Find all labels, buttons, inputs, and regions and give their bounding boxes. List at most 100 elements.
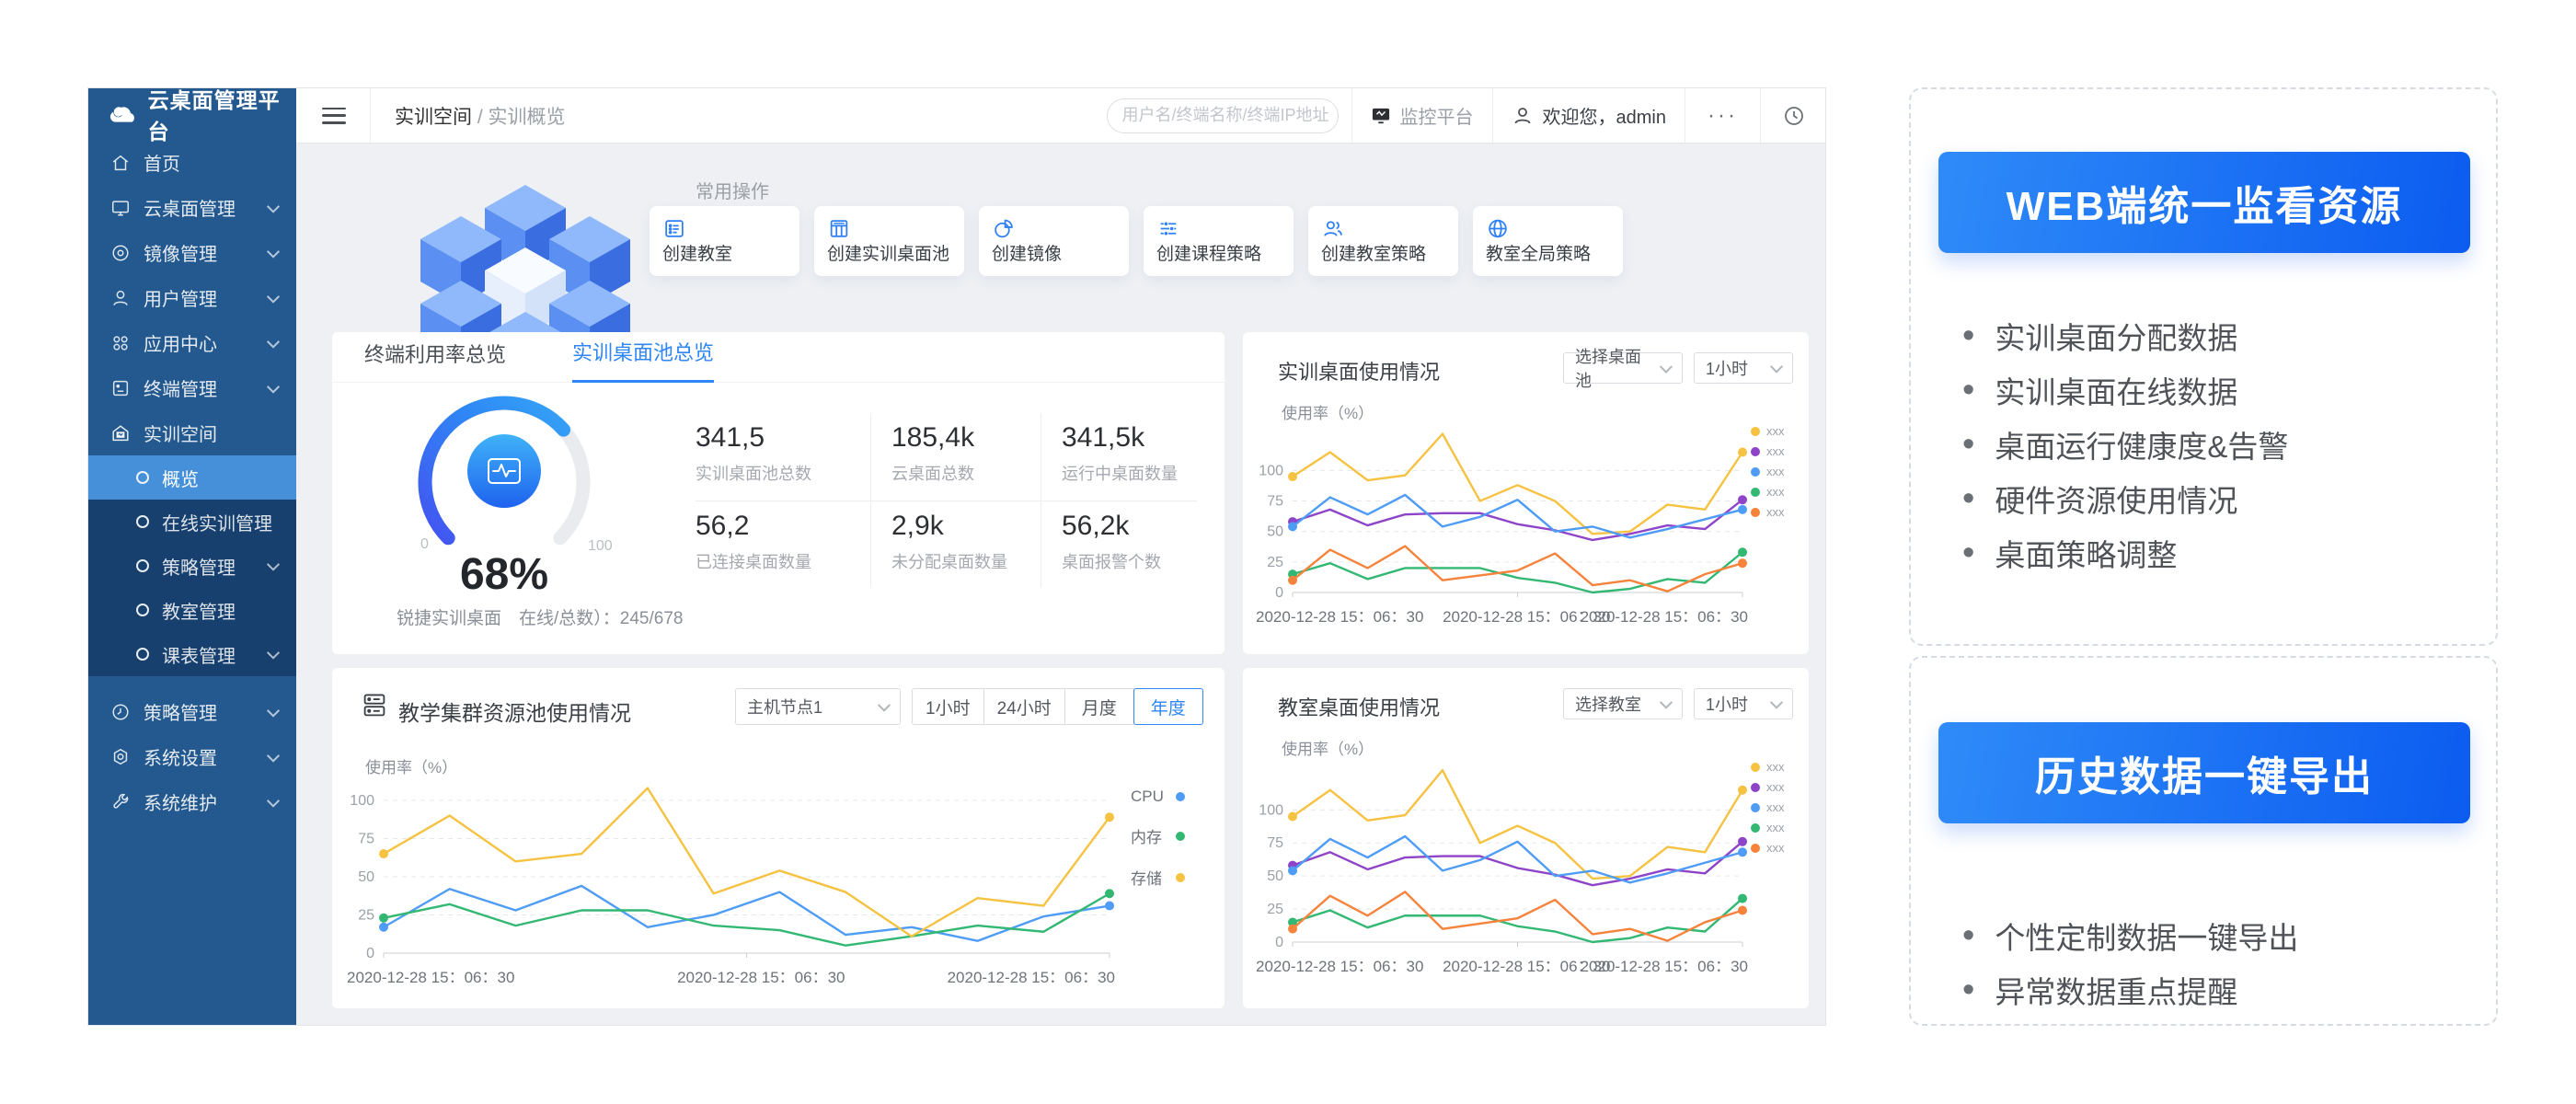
feature-bullet: 个性定制数据一键导出 [1962, 908, 2468, 962]
history-button[interactable] [1761, 105, 1825, 127]
disc-icon [112, 244, 129, 261]
sidebar-item-label: 终端管理 [144, 380, 217, 400]
quick-actions-title: 常用操作 [696, 182, 769, 202]
classroom-icon [665, 220, 684, 237]
legend-item[interactable]: xxx [1751, 821, 1785, 834]
sidebar-item-image-mgmt[interactable]: 镜像管理 [88, 230, 296, 275]
legend-item[interactable]: xxx [1751, 485, 1785, 499]
range-button-month[interactable]: 月度 [1064, 688, 1134, 725]
search-input[interactable] [1120, 105, 1338, 126]
stat-value: 185,4k [891, 422, 975, 453]
sidebar-item-cloud-desktop[interactable]: 云桌面管理 [88, 185, 296, 230]
pool-select[interactable]: 选择桌面池 [1563, 348, 1683, 390]
legend-label: xxx [1766, 800, 1785, 814]
legend-item[interactable]: xxx [1751, 444, 1785, 458]
legend-item[interactable]: xxx [1751, 465, 1785, 478]
svg-text:50: 50 [1267, 868, 1283, 884]
sidebar-item-system-settings[interactable]: 系统设置 [88, 734, 296, 779]
tab-training-pool-overview[interactable]: 实训桌面池总览 [572, 337, 715, 383]
quick-action-create-image[interactable]: 创建镜像 [979, 206, 1129, 276]
legend-item[interactable]: xxx [1751, 780, 1785, 794]
quick-action-global-classroom-policy[interactable]: 教室全局策略 [1473, 206, 1623, 276]
legend-label: xxx [1766, 821, 1785, 834]
legend-item[interactable]: 存储 [1131, 866, 1185, 889]
sidebar-item-training-space[interactable]: 实训空间 [88, 410, 296, 455]
submenu-item-timetable-mgmt[interactable]: 课表管理 [88, 632, 296, 676]
gauge-min-label: 0 [420, 536, 429, 552]
stat-cloud-desktop-total: 185,4k 云桌面总数 [870, 413, 1041, 500]
submenu-item-online-training[interactable]: 在线实训管理 [88, 500, 296, 544]
more-menu-icon[interactable]: ··· [1708, 102, 1738, 128]
sidebar-item-system-maintenance[interactable]: 系统维护 [88, 779, 296, 824]
sidebar-item-label: 策略管理 [144, 704, 217, 724]
bullet-marker [136, 471, 149, 484]
submenu-item-classroom-mgmt[interactable]: 教室管理 [88, 588, 296, 632]
stat-unassigned-desktops: 2,9k 未分配桌面数量 [870, 500, 1041, 588]
tab-terminal-utilization[interactable]: 终端利用率总览 [364, 343, 507, 366]
feature-bullet: 实训桌面分配数据 [1962, 308, 2468, 362]
legend-item[interactable]: xxx [1751, 760, 1785, 774]
svg-text:2020-12-28 15：06：30: 2020-12-28 15：06：30 [347, 969, 514, 986]
logo-text: 云桌面管理平台 [147, 88, 281, 144]
select-value: 1小时 [1706, 696, 1749, 714]
breadcrumb-parent[interactable]: 实训空间 [395, 106, 472, 128]
submenu-item-policy-mgmt[interactable]: 策略管理 [88, 544, 296, 588]
sidebar-item-terminal-mgmt[interactable]: 终端管理 [88, 365, 296, 410]
stats-grid: 341,5 实训桌面池总数 185,4k 云桌面总数 341,5k 运行中桌面数… [696, 413, 1197, 588]
bullet-text: 硬件资源使用情况 [1995, 483, 2238, 518]
host-node-select[interactable]: 主机节点1 [735, 688, 901, 725]
sidebar-item-home[interactable]: 首页 [88, 140, 296, 185]
image-icon [995, 219, 1013, 238]
classroom-desktop-usage-panel: 教室桌面使用情况 选择教室 1小时 使用率（%） 0 25 50 75 100 2020-… [1243, 668, 1809, 1008]
svg-text:25: 25 [1267, 555, 1283, 570]
legend-item[interactable]: CPU [1131, 788, 1185, 806]
svg-text:2020-12-28 15：06：30: 2020-12-28 15：06：30 [1581, 608, 1748, 626]
quick-action-create-classroom-policy[interactable]: 创建教室策略 [1308, 206, 1458, 276]
submenu-item-label: 在线实训管理 [162, 513, 272, 535]
panel-title: 教室桌面使用情况 [1278, 696, 1441, 719]
legend-dot [1751, 802, 1760, 812]
feature-bullet: 实训桌面在线数据 [1962, 362, 2468, 417]
legend-item[interactable]: xxx [1751, 505, 1785, 519]
monitor-screen-icon [1372, 108, 1389, 123]
legend-item[interactable]: xxx [1751, 800, 1785, 814]
time-range-select[interactable]: 1小时 [1694, 688, 1793, 719]
chevron-down-icon [266, 794, 281, 808]
legend-item[interactable]: 内存 [1131, 824, 1185, 847]
sidebar-item-label: 系统设置 [144, 749, 217, 769]
range-button-year[interactable]: 年度 [1133, 688, 1203, 725]
svg-text:50: 50 [358, 869, 374, 885]
stat-value: 341,5k [1062, 422, 1145, 453]
legend-item[interactable]: xxx [1751, 424, 1785, 438]
legend-label: xxx [1766, 485, 1785, 499]
sidebar-item-app-center[interactable]: 应用中心 [88, 320, 296, 365]
quick-action-create-desktop-pool[interactable]: 创建实训桌面池 [814, 206, 964, 276]
search-box[interactable] [1106, 98, 1339, 133]
bullet-text: 实训桌面在线数据 [1995, 374, 2238, 409]
user-menu[interactable]: 欢迎您，admin [1493, 102, 1685, 129]
chevron-down-icon [1660, 360, 1673, 374]
range-button-24h[interactable]: 24小时 [983, 688, 1065, 725]
monitor-platform-link[interactable]: 监控平台 [1352, 102, 1492, 129]
legend-label: xxx [1766, 505, 1785, 519]
submenu-item-overview[interactable]: 概览 [88, 455, 296, 500]
quick-action-create-course-policy[interactable]: 创建课程策略 [1144, 206, 1294, 276]
time-range-select[interactable]: 1小时 [1694, 352, 1793, 384]
classroom-select[interactable]: 选择教室 [1563, 688, 1683, 719]
welcome-text: 欢迎您，admin [1542, 108, 1667, 128]
sidebar-item-policy-mgmt[interactable]: 策略管理 [88, 689, 296, 734]
school-icon [112, 424, 129, 441]
feature-bullet-list: 个性定制数据一键导出 异常数据重点提醒 [1962, 908, 2468, 1017]
overview-panel: 终端利用率总览 实训桌面池总览 0 100 68% [332, 332, 1225, 654]
range-button-1h[interactable]: 1小时 [912, 688, 984, 725]
stat-label: 运行中桌面数量 [1062, 465, 1178, 483]
breadcrumb: 实训空间 / 实训概览 [395, 102, 566, 130]
menu-toggle-icon[interactable] [322, 107, 346, 124]
legend-item[interactable]: xxx [1751, 841, 1785, 855]
stat-connected-desktops: 56,2 已连接桌面数量 [696, 500, 870, 588]
divider [1760, 88, 1761, 143]
quick-action-create-classroom[interactable]: 创建教室 [650, 206, 799, 276]
sidebar-item-label: 用户管理 [144, 290, 217, 310]
sidebar-item-user-mgmt[interactable]: 用户管理 [88, 275, 296, 320]
